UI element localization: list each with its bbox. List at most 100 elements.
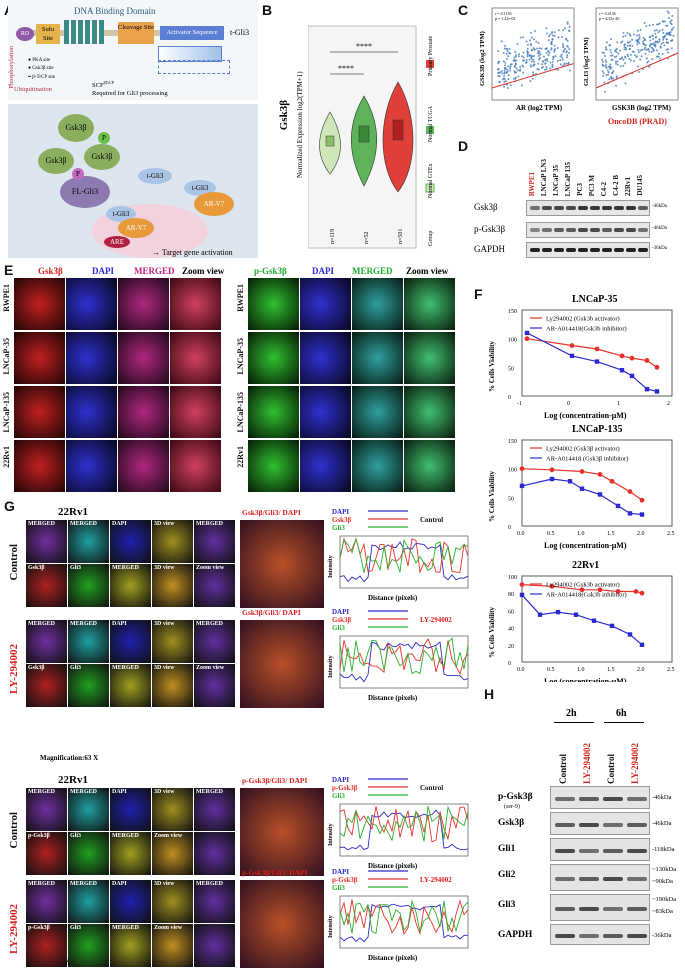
band — [566, 248, 576, 252]
scatter2-ylabel: GLI3 (log2 TPM) — [583, 37, 590, 86]
g-micrograph — [152, 832, 193, 875]
g-legend-label: DAPI — [332, 608, 349, 616]
panel-label-e: E — [4, 262, 14, 278]
scatter-point — [506, 87, 509, 89]
scatter-point — [521, 55, 524, 58]
g-micrograph — [68, 788, 109, 831]
scatter-point — [556, 60, 559, 62]
g-legend-label: Gli3 — [332, 624, 345, 632]
scatter-point — [637, 49, 640, 51]
g-micrograph — [110, 564, 151, 607]
panel-label-h: H — [484, 686, 495, 702]
d-lane-label: LNCaP LN3 — [540, 158, 548, 196]
scatter-point — [537, 42, 540, 44]
scatter-point — [661, 52, 664, 55]
scatter-point — [515, 63, 517, 66]
h-row-label: Gli1 — [498, 844, 516, 854]
f-xtick: 1.0 — [577, 667, 585, 673]
scatter-point — [612, 77, 615, 80]
e-col-zoom: Zoom view — [182, 266, 225, 276]
e-row-label: LNCaP-135 — [2, 392, 11, 433]
band — [614, 228, 624, 232]
f-data-point — [629, 373, 635, 379]
scatter-point — [625, 48, 628, 51]
zinc-finger-repeats — [64, 20, 104, 44]
g-zoom-title: Gsk3β/Gli3/ DAPI — [242, 508, 301, 517]
scatter-point — [656, 40, 659, 43]
scatter-point — [530, 48, 533, 51]
scatter-point — [556, 47, 559, 49]
d-row-gapdh: GAPDH — [474, 244, 506, 254]
g-xlabel: Distance (pixels) — [368, 594, 418, 602]
scatter-point — [541, 63, 544, 66]
band — [566, 206, 576, 210]
e-image-right-2 — [300, 386, 351, 438]
e-image-right-1 — [248, 332, 299, 384]
g-tile-label: MERGED — [28, 789, 55, 795]
f-chart-title: 22Rv1 — [572, 560, 599, 571]
d-lane-label: PC3 M — [588, 174, 596, 196]
f-xtick: 1.5 — [607, 531, 615, 537]
f-data-point — [644, 386, 650, 392]
scatter-point — [620, 57, 623, 60]
scatter-point — [552, 34, 554, 37]
scatter-point — [503, 67, 506, 70]
scatter-point — [533, 63, 536, 66]
h-band — [603, 796, 623, 801]
g-micrograph — [68, 924, 109, 967]
scatter-point — [519, 66, 522, 68]
g-micrograph — [152, 788, 193, 831]
dose-response-charts: LNCaP-35 % Cells Viability Log (concentrat… — [488, 294, 675, 686]
f-ylabel: % Cells Viability — [488, 471, 496, 522]
scatter-point — [652, 42, 655, 45]
g-profile-line — [339, 899, 469, 934]
g-tile-label: 3D view — [154, 521, 175, 527]
scatter-point — [610, 77, 613, 80]
g-micrograph — [194, 564, 235, 607]
scatter-point — [517, 55, 520, 58]
gsk3b-blob-2: Gsk3β — [38, 148, 74, 174]
g-micrograph — [194, 832, 235, 875]
scatter-point — [504, 61, 507, 64]
d-lane-label: C4-2 B — [612, 175, 620, 196]
scatter-point — [503, 78, 506, 81]
f-xlabel: Log (concentration-μM) — [544, 677, 627, 682]
f-axes — [521, 309, 673, 397]
f-axes — [521, 575, 673, 663]
scatter-point — [670, 19, 673, 22]
target-gene-label: → Target gene activation — [152, 248, 233, 257]
h-band — [627, 822, 647, 827]
h-band — [603, 822, 623, 827]
scatter-point — [605, 74, 608, 77]
g-micrograph — [110, 620, 151, 663]
g-micrograph — [110, 832, 151, 875]
scatter-point — [552, 55, 555, 58]
scatter-point — [532, 64, 535, 67]
scatter-point — [637, 40, 640, 43]
h-blot — [550, 894, 650, 921]
scatter-point — [672, 34, 675, 37]
f-data-point — [537, 612, 543, 617]
scatter-point — [654, 45, 657, 48]
fl-gli3-blob: FL-Gli3 — [60, 176, 110, 208]
scatter-point — [538, 68, 540, 71]
g-mag-1: Magnification:63 X — [40, 754, 99, 762]
scatter-point — [645, 25, 648, 28]
g-legend-label: Gli3 — [332, 792, 345, 800]
scatter-point — [525, 61, 528, 64]
scatter-point — [617, 52, 620, 55]
f-data-point — [639, 590, 645, 596]
scatter-point — [652, 49, 655, 52]
e-image-left-3 — [118, 440, 169, 492]
scatter-point — [522, 56, 525, 59]
scatter-point — [642, 36, 645, 39]
rd-domain: RD — [16, 27, 34, 41]
e-image-left-4 — [170, 440, 221, 492]
scatter-point — [652, 37, 655, 40]
ubiquitination-label: Ubiquitination — [14, 86, 52, 93]
d-lane-label: DU145 — [636, 175, 644, 196]
scatter-point — [507, 74, 510, 77]
scatter-point — [509, 67, 511, 70]
scatter-point — [562, 29, 565, 32]
